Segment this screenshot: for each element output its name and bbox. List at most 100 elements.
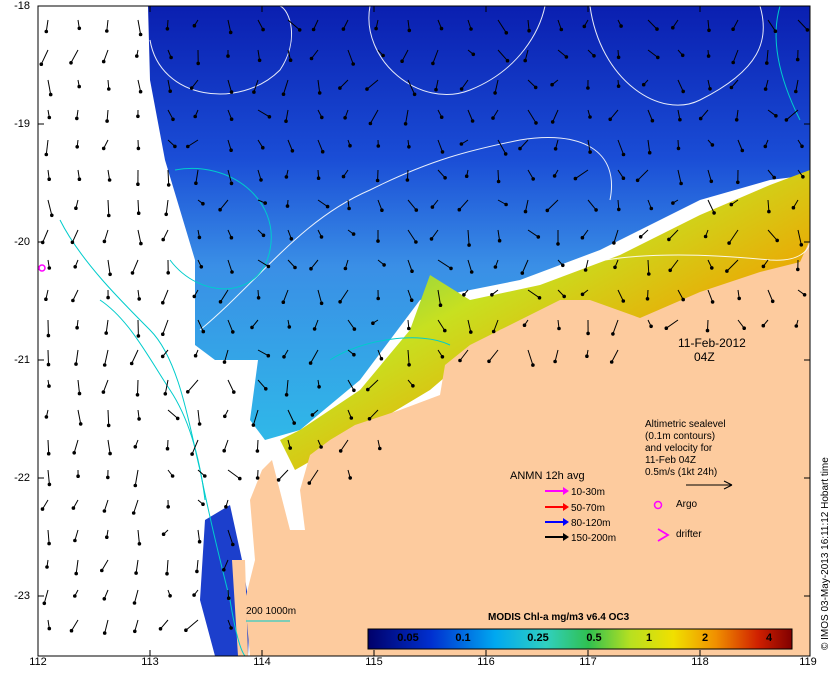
- velocity-arrow-head: [139, 241, 143, 246]
- velocity-arrow: [467, 229, 470, 246]
- velocity-arrow: [407, 259, 413, 272]
- velocity-arrow-head: [430, 205, 435, 209]
- velocity-arrow-head: [412, 92, 417, 97]
- velocity-arrow-head: [763, 87, 768, 91]
- velocity-arrow-head: [791, 205, 796, 210]
- velocity-arrow: [497, 19, 507, 34]
- velocity-arrow-head: [469, 330, 473, 334]
- velocity-arrow-head: [263, 201, 268, 205]
- velocity-arrow: [197, 319, 204, 332]
- velocity-arrow: [668, 229, 679, 240]
- velocity-arrow-head: [443, 328, 447, 333]
- velocity-arrow-head: [158, 627, 163, 631]
- velocity-arrow-head: [431, 61, 435, 66]
- velocity-arrow-head: [266, 264, 271, 269]
- velocity-arrow-head: [490, 293, 494, 297]
- velocity-arrow-head: [101, 59, 106, 64]
- velocity-arrow-head: [259, 178, 263, 182]
- velocity-arrow: [47, 79, 52, 95]
- velocity-arrow: [519, 139, 529, 149]
- velocity-arrow-head: [438, 303, 443, 308]
- velocity-arrow-head: [531, 177, 536, 181]
- velocity-arrow: [677, 79, 684, 92]
- velocity-arrow-head: [166, 505, 170, 509]
- velocity-arrow-head: [734, 118, 739, 122]
- velocity-arrow-head: [171, 117, 175, 122]
- velocity-arrow: [339, 289, 349, 303]
- velocity-arrow: [135, 559, 139, 574]
- velocity-arrow: [707, 289, 714, 303]
- velocity-arrow-head: [736, 180, 740, 185]
- velocity-arrow-head: [376, 296, 381, 301]
- velocity-arrow-head: [737, 296, 742, 301]
- velocity-arrow-head: [740, 148, 745, 153]
- velocity-arrow-head: [39, 62, 44, 66]
- velocity-arrow: [160, 619, 169, 630]
- velocity-arrow: [437, 139, 443, 153]
- velocity-arrow-head: [195, 569, 199, 574]
- velocity-arrow-head: [379, 356, 384, 361]
- velocity-arrow-head: [698, 116, 703, 121]
- velocity-arrow: [187, 379, 199, 393]
- velocity-arrow-head: [131, 511, 136, 515]
- velocity-arrow-head: [192, 294, 197, 299]
- velocity-arrow-head: [469, 27, 473, 31]
- velocity-arrow-head: [107, 87, 111, 91]
- velocity-arrow-head: [376, 144, 381, 148]
- velocity-arrow-head: [799, 243, 804, 247]
- velocity-arrow-head: [284, 393, 289, 397]
- velocity-arrow-head: [76, 474, 80, 479]
- velocity-arrow: [45, 19, 49, 32]
- velocity-arrow-head: [649, 324, 653, 329]
- velocity-arrow-head: [222, 448, 226, 453]
- coastal-strip: [232, 560, 248, 656]
- velocity-arrow-head: [767, 209, 771, 214]
- velocity-arrow-head: [681, 297, 686, 302]
- velocity-arrow-head: [307, 481, 312, 485]
- velocity-arrow-head: [77, 391, 82, 396]
- velocity-arrow-head: [229, 90, 234, 94]
- velocity-arrow-head: [679, 181, 683, 186]
- colorbar-tick: 0.5: [586, 632, 602, 644]
- velocity-arrow-head: [761, 264, 766, 269]
- velocity-arrow-head: [467, 243, 471, 247]
- velocity-arrow-head: [50, 213, 54, 218]
- velocity-arrow-head: [647, 272, 651, 276]
- velocity-arrow-head: [710, 143, 715, 147]
- anmn-legend-row: 80-120m: [545, 518, 610, 529]
- velocity-arrow: [43, 589, 49, 604]
- altimetry-note-line: (0.1m contours): [645, 431, 716, 442]
- velocity-arrows: [39, 19, 810, 635]
- x-tick-label: 116: [477, 656, 495, 668]
- velocity-arrow-head: [130, 271, 135, 275]
- velocity-arrow-head: [763, 144, 768, 149]
- velocity-arrow-head: [289, 237, 294, 241]
- argo-float-marker: [38, 264, 46, 272]
- velocity-arrow-head: [47, 115, 52, 120]
- velocity-arrow-head: [773, 29, 778, 34]
- velocity-arrow-head: [47, 482, 52, 487]
- velocity-arrow-head: [293, 265, 297, 270]
- velocity-arrow-head: [252, 90, 256, 94]
- velocity-arrow-head: [138, 89, 143, 94]
- velocity-arrow-head: [42, 601, 47, 606]
- velocity-arrow-head: [136, 114, 140, 119]
- depth-contours: [59, 5, 801, 657]
- velocity-arrow-head: [161, 300, 165, 305]
- velocity-arrow-head: [193, 353, 198, 358]
- velocity-arrow-head: [449, 266, 453, 271]
- velocity-arrow: [196, 559, 199, 572]
- axis-ticks: [38, 5, 810, 656]
- velocity-arrow: [70, 49, 79, 64]
- velocity-arrow: [257, 259, 269, 267]
- velocity-arrow-head: [705, 328, 710, 333]
- velocity-arrow-head: [284, 175, 289, 179]
- velocity-arrow-head: [161, 532, 166, 537]
- velocity-arrow-head: [800, 144, 804, 149]
- blue-arrow-icon: [545, 518, 569, 526]
- velocity-arrow-head: [201, 329, 206, 334]
- velocity-arrow-head: [382, 263, 386, 267]
- velocity-arrow: [521, 259, 529, 274]
- velocity-arrow-head: [281, 300, 286, 305]
- velocity-arrow-head: [580, 235, 585, 240]
